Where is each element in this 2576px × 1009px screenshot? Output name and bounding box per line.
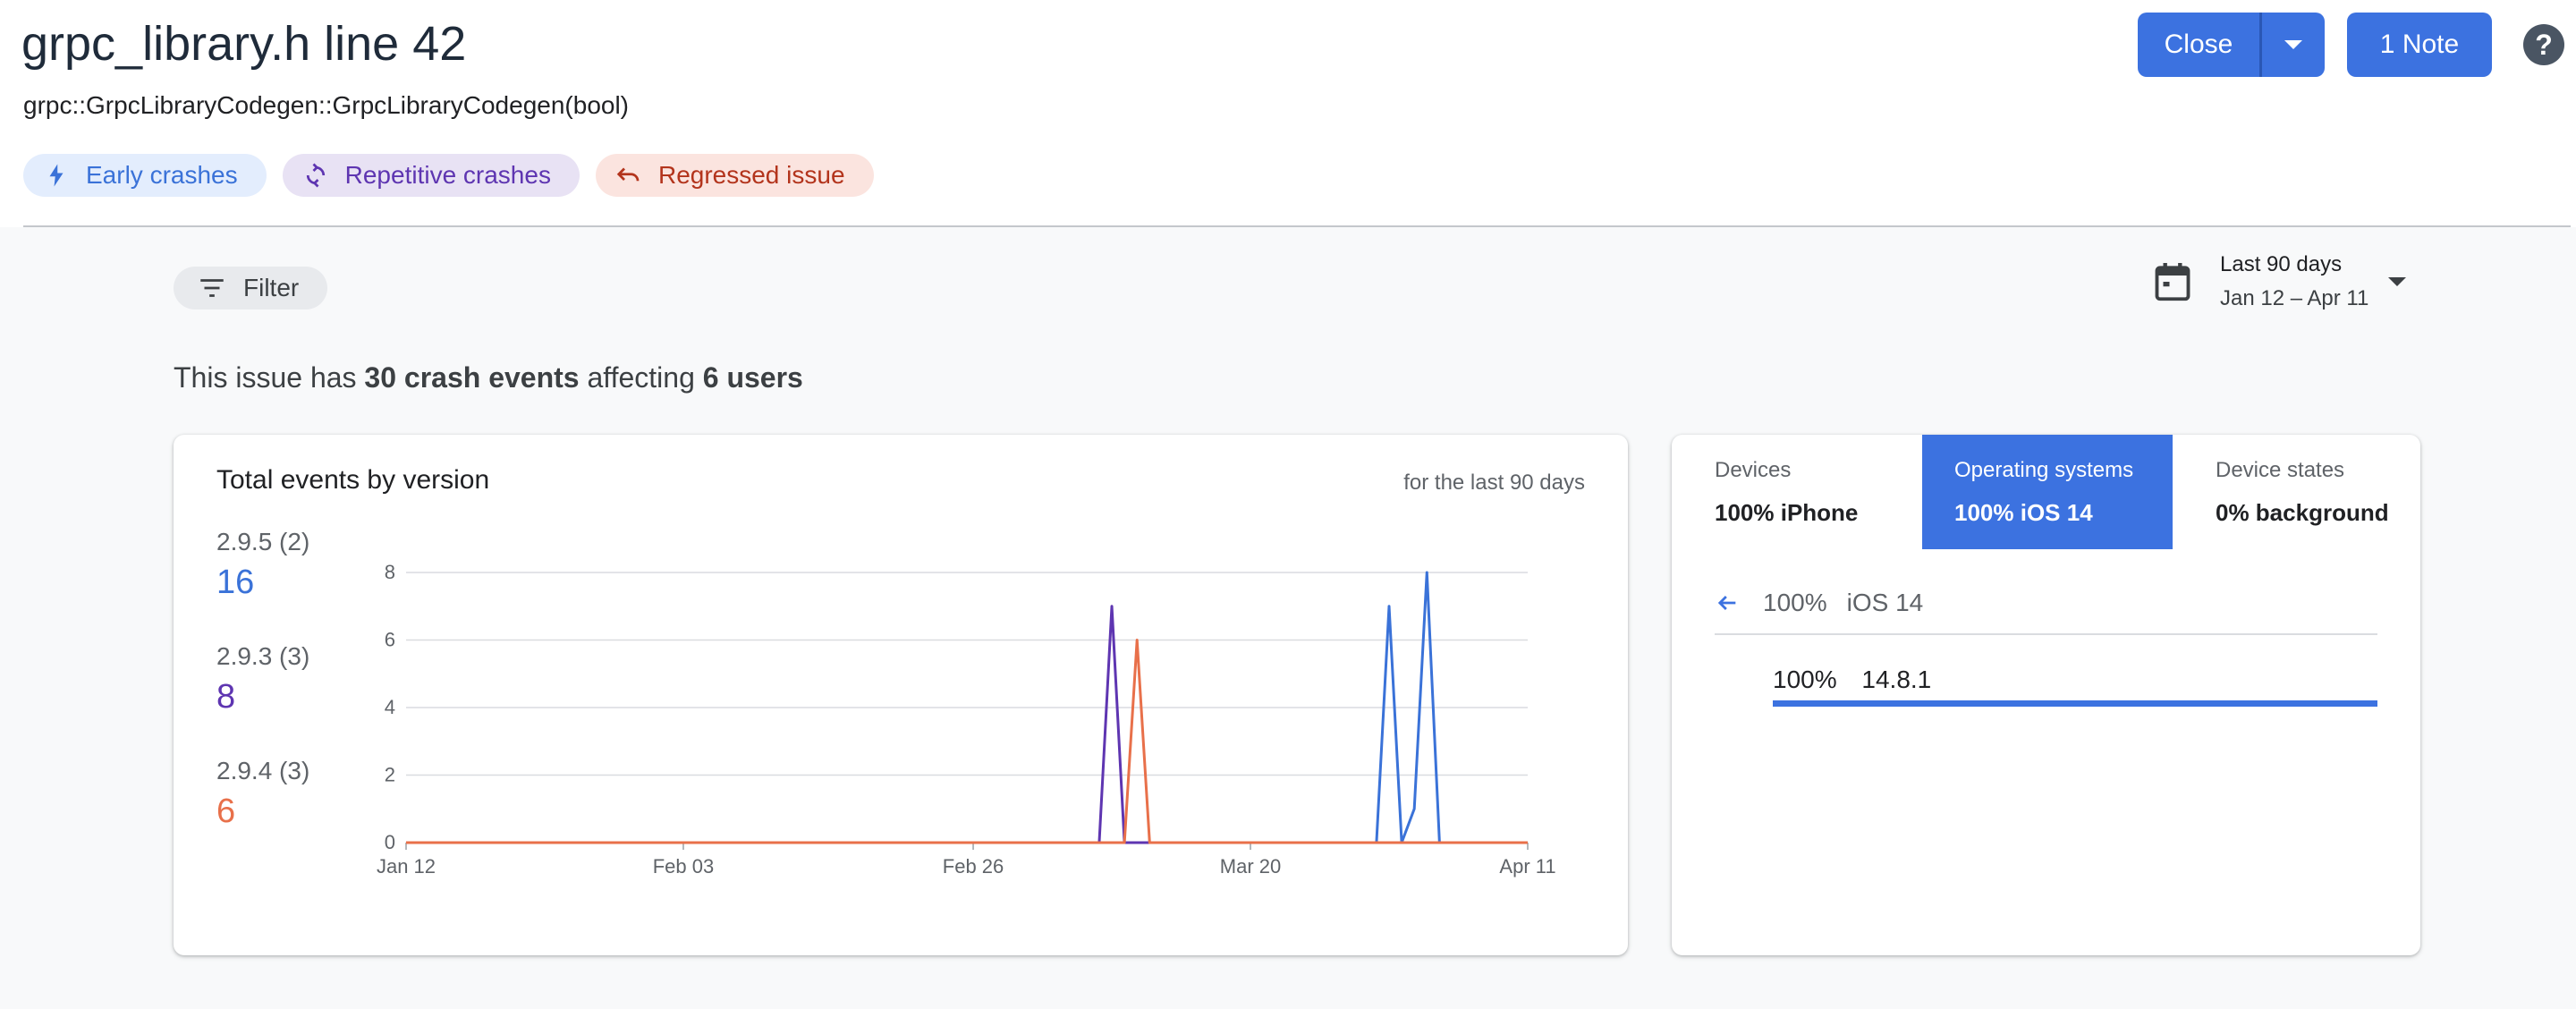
calendar-icon [2155, 263, 2190, 301]
tab-label: Device states [2216, 458, 2345, 482]
summary-prefix: This issue has [174, 361, 357, 394]
lightning-icon [49, 164, 64, 187]
os-version-row: 100% 14.8.1 [1773, 666, 1931, 694]
tab-value: 0% background [2216, 499, 2389, 526]
y-tick-label: 6 [385, 629, 395, 651]
undo-icon [616, 167, 640, 182]
chevron-down-icon [2388, 277, 2407, 286]
breadcrumb-name: iOS 14 [1846, 589, 1924, 616]
issue-subtitle: grpc::GrpcLibraryCodegen::GrpcLibraryCod… [23, 91, 630, 119]
date-range-picker[interactable]: Last 90 days Jan 12 – Apr 11 [2154, 252, 2407, 311]
series-line [406, 605, 1528, 844]
chip-repetitive-crashes[interactable]: Repetitive crashes [282, 154, 580, 197]
close-issue-button[interactable]: Close [2138, 13, 2259, 77]
series-line [406, 571, 1528, 844]
date-range-title: Last 90 days [2220, 252, 2343, 276]
issue-chips: Early crashes Repetitive crashes Regress… [23, 154, 874, 197]
series-line [406, 639, 1528, 844]
chip-regressed-label: Regressed issue [657, 161, 845, 189]
chip-regressed-issue[interactable]: Regressed issue [595, 154, 874, 197]
help-icon[interactable]: ? [2523, 24, 2564, 65]
events-card-title: Total events by version [216, 465, 490, 495]
breakdown-card: Devices 100% iPhone Operating systems 10… [1672, 435, 2420, 955]
y-tick-label: 2 [385, 764, 395, 786]
legend-item[interactable]: 2.9.5 (2) 16 [216, 528, 309, 642]
filter-label: Filter [243, 274, 300, 301]
repeat-icon [306, 163, 325, 188]
events-line-chart: 0 2 4 6 8 Jan 12 Feb 03 Feb 26 Mar 20 Apr 11 [377, 561, 1556, 878]
tab-operating-systems[interactable]: Operating systems 100% iOS 14 [1922, 435, 2173, 549]
tab-label: Devices [1715, 458, 1792, 482]
y-tick-label: 8 [385, 561, 395, 583]
legend-total: 6 [216, 793, 236, 830]
breadcrumb-percent: 100% [1763, 589, 1827, 616]
tab-value: 100% iPhone [1715, 499, 1859, 526]
tab-device-states[interactable]: Device states 0% background [2173, 435, 2420, 549]
y-tick-label: 4 [385, 696, 395, 718]
os-version-share-fill [1773, 700, 2377, 707]
events-card-period: for the last 90 days [1403, 471, 1585, 495]
date-range-dates: Jan 12 – Apr 11 [2220, 286, 2369, 310]
chip-early-crashes[interactable]: Early crashes [23, 154, 267, 197]
header-divider [23, 225, 2571, 227]
date-range-text: Last 90 days Jan 12 – Apr 11 [2220, 252, 2368, 311]
legend-total: 16 [216, 564, 255, 601]
summary-users: 6 users [702, 361, 803, 394]
chip-early-label: Early crashes [86, 161, 238, 189]
legend-version: 2.9.4 (3) [216, 757, 310, 784]
legend-total: 8 [216, 678, 236, 716]
x-tick-label: Mar 20 [1220, 855, 1281, 878]
tab-label: Operating systems [1954, 458, 2134, 482]
os-breadcrumb[interactable]: 100% iOS 14 [1715, 589, 1923, 617]
os-version-name: 14.8.1 [1861, 666, 1932, 693]
y-tick-label: 0 [385, 831, 395, 853]
os-version-percent: 100% [1773, 666, 1837, 693]
version-legend: 2.9.5 (2) 16 2.9.3 (3) 8 2.9.4 (3) 6 [216, 528, 309, 871]
breakdown-tabs: Devices 100% iPhone Operating systems 10… [1672, 435, 2420, 549]
legend-version: 2.9.5 (2) [216, 528, 310, 555]
x-tick-label: Feb 26 [943, 855, 1004, 878]
tab-devices[interactable]: Devices 100% iPhone [1672, 435, 1922, 549]
close-options-button[interactable] [2262, 13, 2325, 77]
breadcrumb-divider [1715, 633, 2377, 635]
x-tick-label: Apr 11 [1499, 855, 1555, 878]
arrow-back-icon[interactable] [1715, 590, 1740, 615]
issue-header: grpc_library.h line 42 grpc::GrpcLibrary… [0, 0, 2576, 227]
filter-button[interactable]: Filter [174, 267, 328, 309]
summary-middle: affecting [587, 361, 695, 394]
os-version-share-bar [1773, 700, 2377, 707]
summary-events: 30 crash events [364, 361, 580, 394]
x-tick-label: Feb 03 [653, 855, 715, 878]
chevron-down-icon [2284, 40, 2302, 49]
tab-value: 100% iOS 14 [1954, 499, 2093, 526]
legend-version: 2.9.3 (3) [216, 642, 310, 670]
chip-repetitive-label: Repetitive crashes [344, 161, 551, 189]
x-tick-label: Jan 12 [377, 855, 436, 878]
notes-button[interactable]: 1 Note [2347, 13, 2492, 77]
legend-item[interactable]: 2.9.4 (3) 6 [216, 757, 309, 871]
button-separator [2259, 13, 2262, 77]
issue-summary: This issue has 30 crash events affecting… [174, 361, 803, 394]
issue-title: grpc_library.h line 42 [21, 17, 467, 71]
events-by-version-card: Total events by version for the last 90 … [174, 435, 1628, 955]
filter-icon [200, 279, 224, 297]
legend-item[interactable]: 2.9.3 (3) 8 [216, 642, 309, 757]
